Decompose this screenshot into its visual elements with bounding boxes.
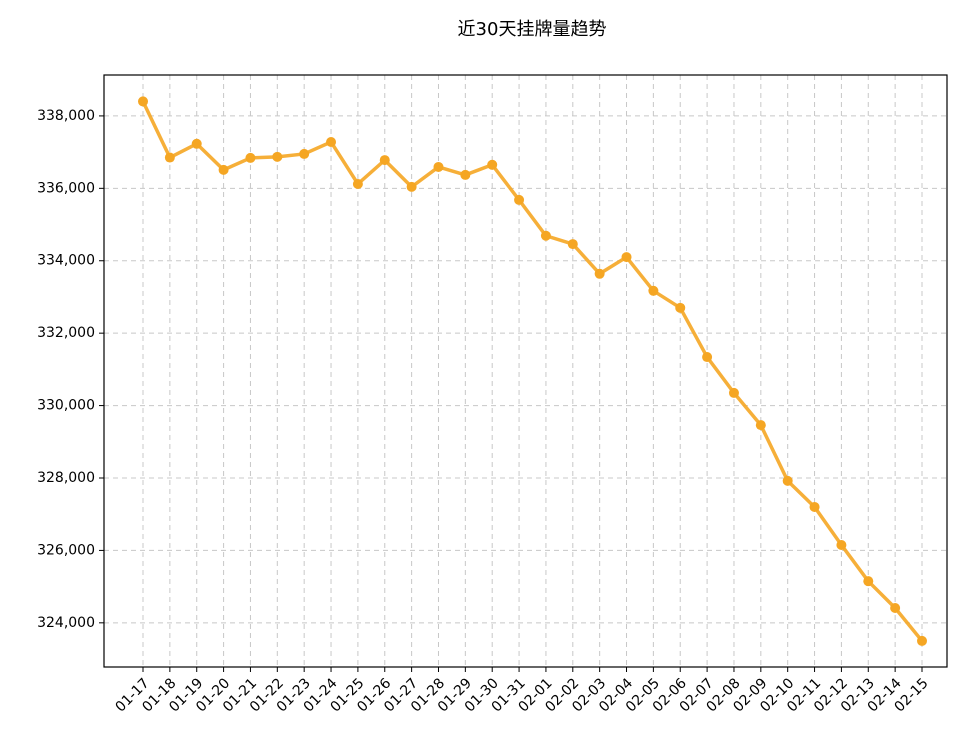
point xyxy=(917,635,927,646)
plot-frame xyxy=(103,74,948,668)
point xyxy=(352,178,363,189)
point xyxy=(809,501,820,512)
point xyxy=(675,302,686,313)
y-tick-label: 328,000 xyxy=(37,470,95,486)
point xyxy=(728,387,739,398)
point xyxy=(755,420,766,431)
y-tick-label: 332,000 xyxy=(37,325,95,341)
y-tick-label: 334,000 xyxy=(37,253,95,269)
point xyxy=(191,138,202,149)
point xyxy=(272,151,283,162)
point xyxy=(540,230,551,241)
point xyxy=(836,539,847,550)
point xyxy=(326,136,337,147)
point xyxy=(433,161,444,172)
plot xyxy=(138,96,927,646)
point xyxy=(218,164,229,175)
point xyxy=(594,268,605,279)
line xyxy=(141,100,924,643)
point xyxy=(890,602,901,613)
point xyxy=(245,152,256,163)
point xyxy=(406,181,417,192)
point xyxy=(567,239,578,250)
y-tick-label: 324,000 xyxy=(37,615,95,631)
point xyxy=(379,155,390,166)
point xyxy=(487,159,498,170)
point xyxy=(621,252,632,263)
point xyxy=(863,576,874,587)
point xyxy=(460,169,471,180)
point xyxy=(702,352,713,363)
point xyxy=(164,152,175,163)
point xyxy=(782,475,793,486)
grid: 324,000 326,000 328,000 330,000 332,000 334,0… xyxy=(37,75,947,715)
point xyxy=(514,194,525,205)
y-tick-label: 330,000 xyxy=(37,398,95,414)
chart-title: 近30天挂牌量趋势 xyxy=(458,19,607,40)
point xyxy=(648,285,659,296)
point xyxy=(299,148,310,159)
y-tick-label: 326,000 xyxy=(37,542,95,558)
point xyxy=(138,96,148,107)
y-tick-label: 338,000 xyxy=(37,108,95,124)
y-tick-label: 336,000 xyxy=(37,180,95,196)
